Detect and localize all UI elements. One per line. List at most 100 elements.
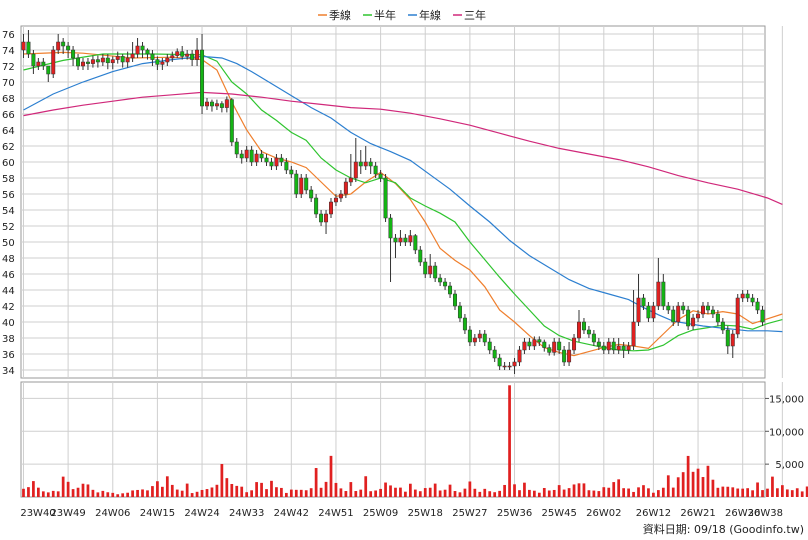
ma-line-half xyxy=(23,53,783,352)
candle xyxy=(661,274,666,310)
candle-body xyxy=(229,99,234,143)
candle xyxy=(175,48,180,58)
volume-bar xyxy=(587,490,591,497)
candle-body xyxy=(433,265,438,279)
candle xyxy=(725,326,730,354)
candle xyxy=(150,50,155,66)
candle xyxy=(205,98,209,110)
candle-body xyxy=(274,157,279,167)
volume-bar xyxy=(309,488,313,497)
candle-body xyxy=(165,57,170,63)
candle xyxy=(641,294,646,310)
volume-bar xyxy=(408,483,412,497)
candle xyxy=(577,310,581,342)
candle-body xyxy=(343,181,348,195)
legend-label: 季線 xyxy=(329,8,351,22)
candle xyxy=(388,214,393,282)
candle-body xyxy=(651,305,656,319)
candle-body xyxy=(378,173,383,179)
volume-bar xyxy=(612,482,616,497)
candle-body xyxy=(730,333,735,347)
volume-bar xyxy=(36,487,40,497)
x-tick-label: 24W24 xyxy=(184,508,219,519)
volume-bar xyxy=(324,481,328,497)
volume-bar xyxy=(701,477,705,497)
candle-body xyxy=(56,41,61,51)
candle-body xyxy=(611,341,616,351)
volume-bar xyxy=(468,481,472,497)
candle-body xyxy=(115,56,120,60)
volume-bar xyxy=(319,487,323,497)
volume-grid xyxy=(20,381,783,498)
legend-label: 年線 xyxy=(419,8,441,22)
volume-bar xyxy=(756,482,759,497)
legend: 季線 半年 年線 三年 xyxy=(318,8,486,22)
candle xyxy=(363,146,368,170)
candle xyxy=(512,358,517,374)
volume-bar xyxy=(696,468,700,497)
volume-bar xyxy=(294,489,298,497)
candle-body xyxy=(388,217,393,239)
volume-bar xyxy=(220,464,224,497)
x-tick-label: 25W45 xyxy=(541,508,576,519)
candle xyxy=(676,302,681,326)
candle-body xyxy=(299,177,304,195)
volume-bar xyxy=(61,476,65,497)
candle xyxy=(41,58,46,70)
candle xyxy=(547,344,552,356)
candle-body xyxy=(621,345,626,351)
volume-bar xyxy=(121,493,125,497)
candle-body xyxy=(259,153,264,159)
candle-body xyxy=(200,49,205,107)
candle-body xyxy=(279,157,284,163)
candle-body xyxy=(81,61,85,67)
volume-bar xyxy=(195,491,199,497)
candle-body xyxy=(105,57,110,64)
candle xyxy=(274,154,279,170)
price-grid xyxy=(20,25,783,379)
volume-bar xyxy=(289,489,293,497)
candle xyxy=(651,302,656,322)
candle xyxy=(586,326,591,338)
candle-body xyxy=(368,161,373,167)
volume-bar xyxy=(602,487,606,497)
candle-body xyxy=(725,329,730,347)
candle xyxy=(120,54,125,68)
candle-body xyxy=(755,301,760,311)
candle xyxy=(140,42,145,58)
candle-body xyxy=(423,261,428,275)
price-tick-label: 72 xyxy=(2,62,15,73)
volume-bar xyxy=(463,488,467,497)
candle xyxy=(95,55,100,68)
volume-bar xyxy=(706,465,710,497)
candle-body xyxy=(145,49,150,55)
candle xyxy=(284,158,289,174)
candle xyxy=(581,318,586,334)
volume-bar xyxy=(726,486,730,497)
candle-body xyxy=(76,57,81,67)
volume-bar xyxy=(656,490,660,497)
candle xyxy=(403,234,408,246)
candle xyxy=(61,38,66,54)
volume-bar xyxy=(741,488,745,497)
volume-bar xyxy=(91,489,95,497)
candle xyxy=(646,302,651,322)
candle-body xyxy=(522,341,527,351)
candle xyxy=(180,46,185,60)
candle-body xyxy=(438,277,443,283)
x-tick-label: 25W09 xyxy=(363,508,398,519)
candle-body xyxy=(31,53,36,67)
volume-bar xyxy=(671,487,675,497)
price-plot-frame xyxy=(20,25,766,379)
candle xyxy=(343,178,348,198)
candle xyxy=(373,162,378,178)
candle xyxy=(611,338,616,354)
candle-body xyxy=(130,53,135,59)
candle-body xyxy=(686,309,691,327)
candle-body xyxy=(71,49,76,59)
candle-body xyxy=(562,349,567,363)
x-tick-label: 26W21 xyxy=(680,508,715,519)
candle xyxy=(487,338,492,354)
volume-bar xyxy=(240,486,244,497)
volume-bar xyxy=(711,479,715,497)
